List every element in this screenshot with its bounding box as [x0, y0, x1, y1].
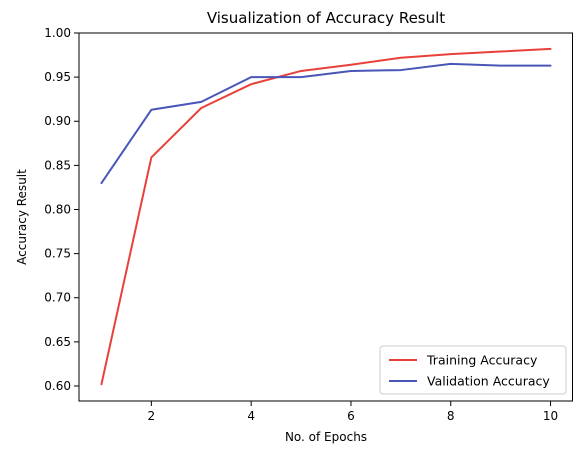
y-tick-label: 0.60 [44, 379, 71, 393]
y-axis-label: Accuracy Result [15, 169, 29, 265]
x-axis-ticks: 2 4 6 8 10 [148, 401, 558, 423]
x-tick-label: 4 [247, 409, 255, 423]
y-tick-label: 0.80 [44, 202, 71, 216]
chart-title: Visualization of Accuracy Result [207, 9, 445, 27]
y-tick-label: 0.75 [44, 247, 71, 261]
y-tick-label: 0.85 [44, 158, 71, 172]
y-tick-label: 0.90 [44, 114, 71, 128]
legend-label: Training Accuracy [426, 353, 538, 368]
x-tick-label: 6 [347, 409, 355, 423]
x-tick-label: 10 [543, 409, 558, 423]
legend-label: Validation Accuracy [427, 374, 550, 389]
y-tick-label: 1.00 [44, 26, 71, 40]
legend: Training Accuracy Validation Accuracy [379, 345, 567, 395]
x-tick-label: 2 [148, 409, 156, 423]
series-line-validation [100, 62, 552, 185]
y-axis-ticks: 0.60 0.65 0.70 0.75 0.80 0.85 0.90 0.95 1.00 [44, 26, 79, 393]
x-tick-label: 8 [447, 409, 455, 423]
legend-box [379, 345, 567, 395]
y-tick-label: 0.65 [44, 335, 71, 349]
series-line-training [100, 47, 552, 386]
plot-frame [78, 32, 573, 402]
y-tick-label: 0.95 [44, 70, 71, 84]
x-axis-label: No. of Epochs [285, 430, 367, 444]
series-lines [100, 47, 552, 386]
y-tick-label: 0.70 [44, 291, 71, 305]
